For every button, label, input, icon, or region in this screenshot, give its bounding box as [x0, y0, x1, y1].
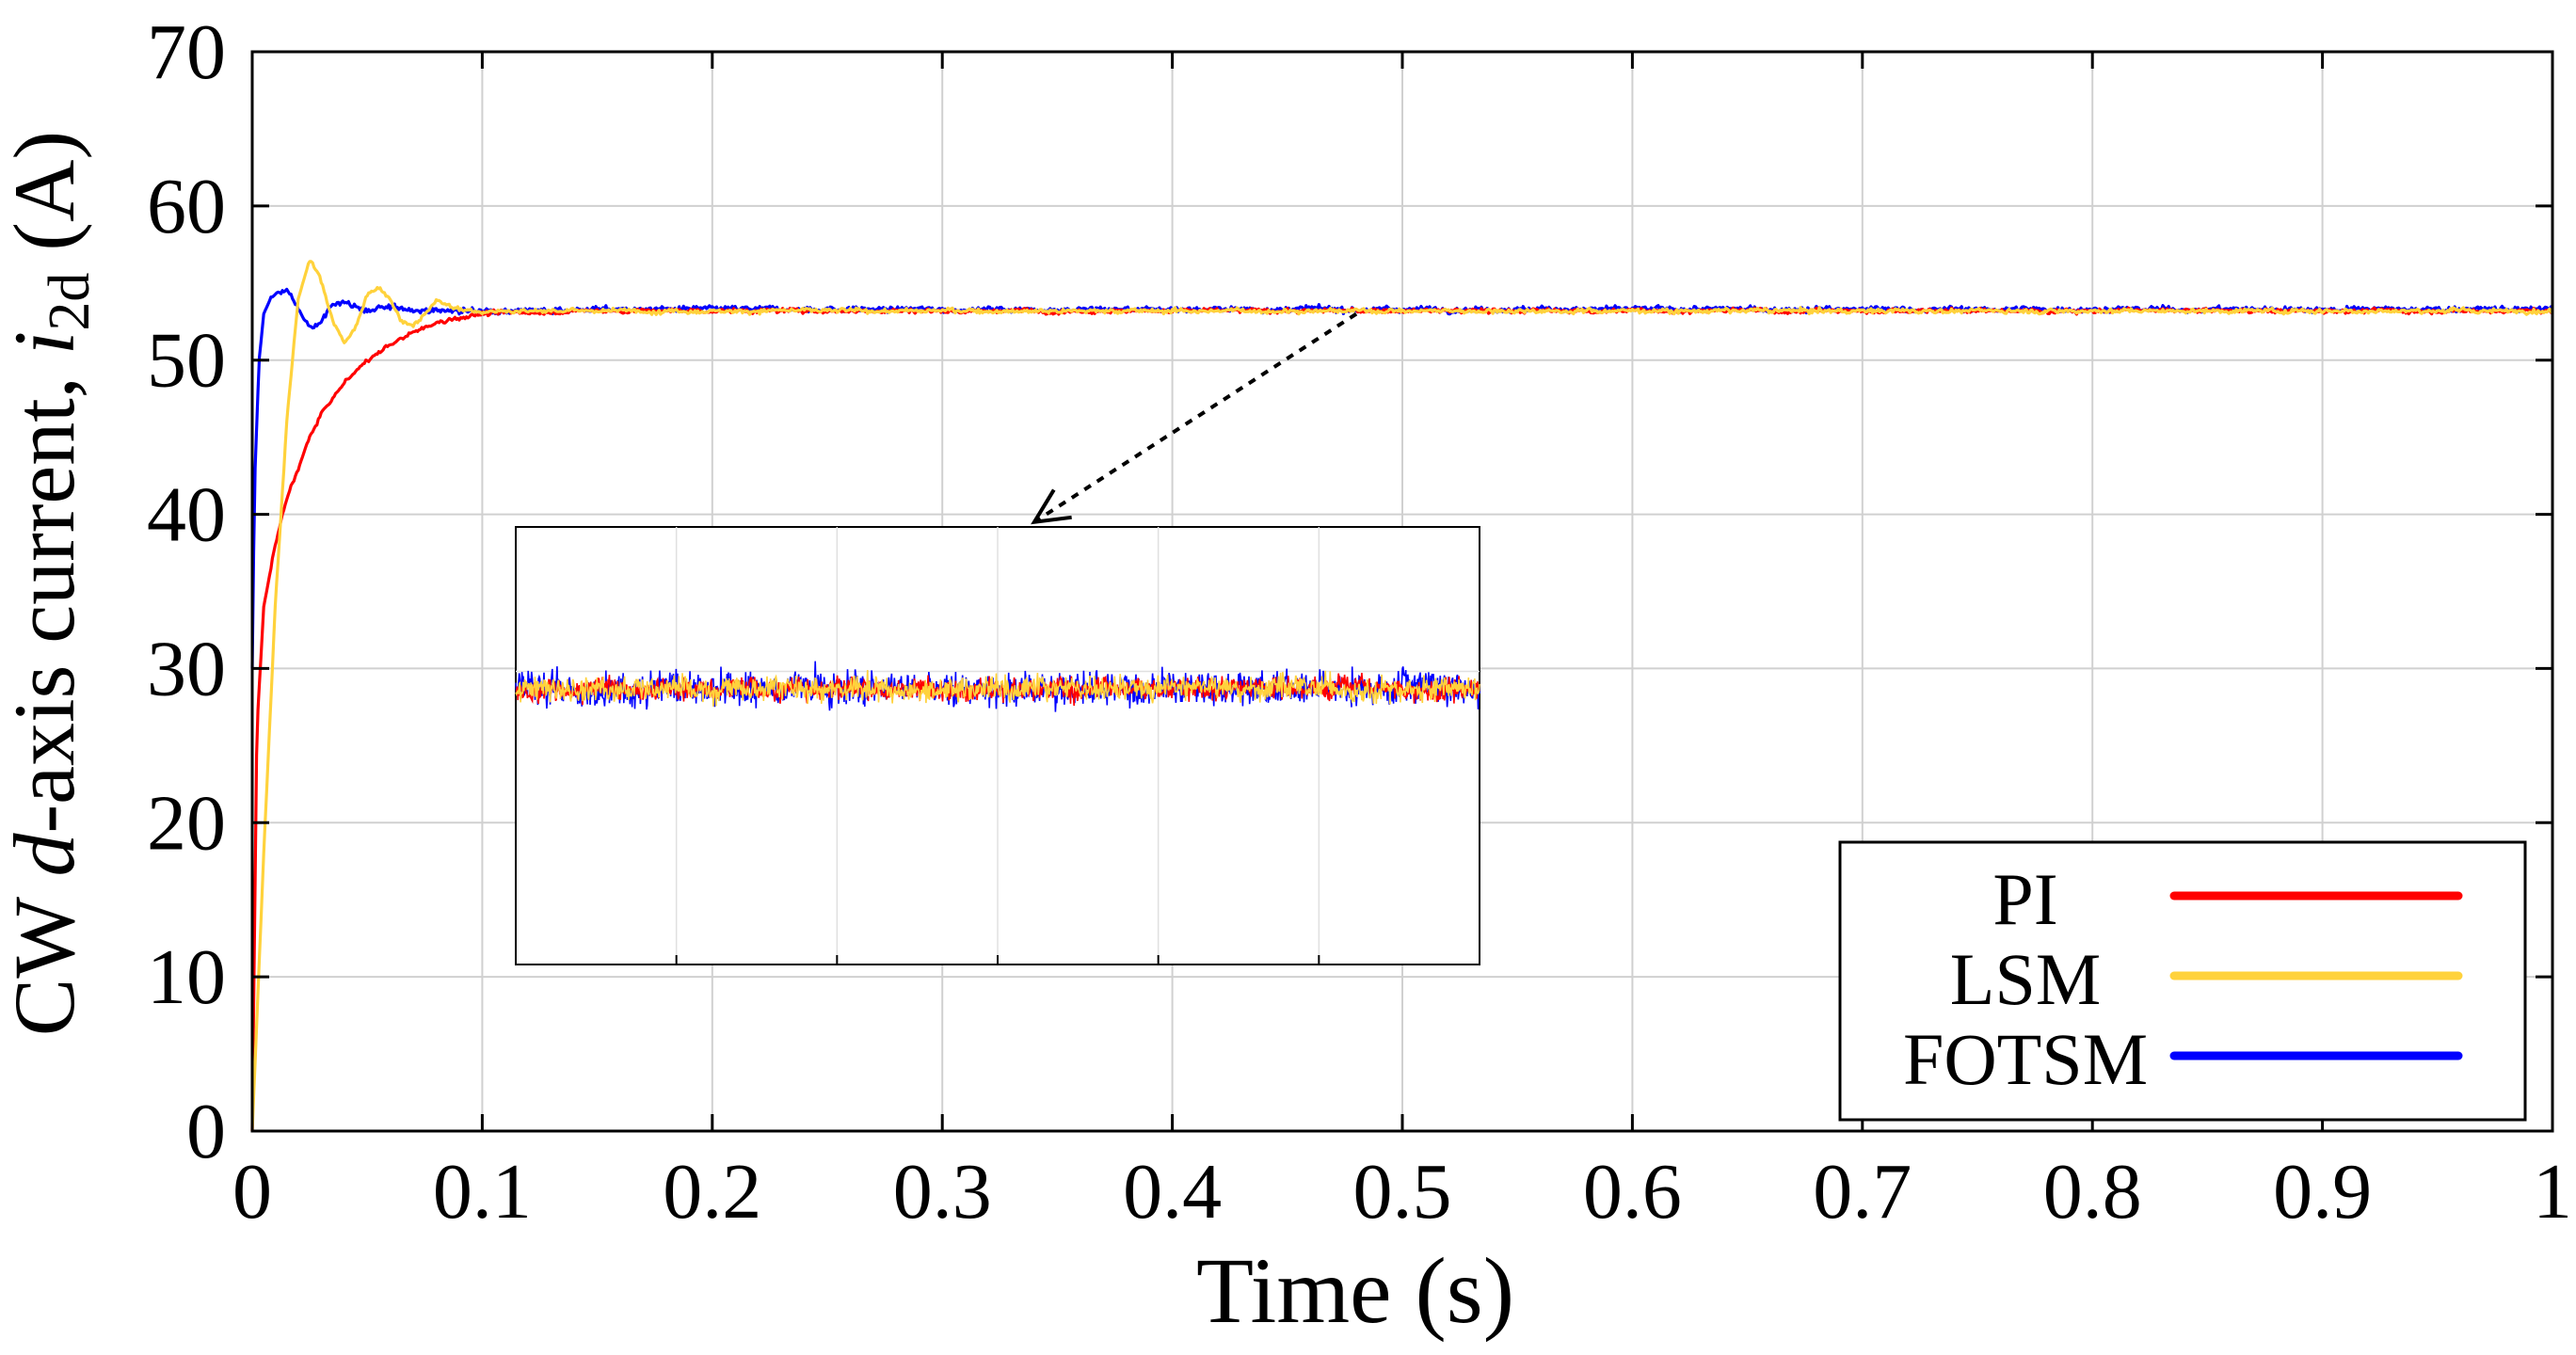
y-tick-label: 20: [147, 779, 226, 867]
x-tick-label: 0.6: [1583, 1148, 1682, 1235]
series-layer: [250, 260, 2554, 1132]
y-axis-label-symbol: i: [0, 331, 92, 356]
y-tick-label: 10: [147, 933, 226, 1021]
annotation-layer: [1031, 311, 1358, 525]
legend-label-lsm: LSM: [1950, 938, 2101, 1020]
y-tick-label: 40: [147, 471, 226, 559]
x-tick-label: 0: [232, 1148, 272, 1235]
x-tick-label: 0.2: [663, 1148, 761, 1235]
y-axis-label-subscript: 2d: [38, 273, 102, 331]
x-tick-label: 0.8: [2043, 1148, 2142, 1235]
x-tick-label: 0.9: [2273, 1148, 2372, 1235]
y-axis-label-italic: d: [0, 833, 92, 877]
x-tick-label: 0.1: [433, 1148, 532, 1235]
inset-plot: [515, 526, 1480, 965]
legend-box: [1838, 840, 2527, 1122]
x-axis-label: Time (s): [1196, 1238, 1514, 1343]
y-tick-label: 60: [147, 163, 226, 250]
series-line-lsm: [250, 260, 2554, 1132]
y-tick-label: 0: [186, 1088, 226, 1175]
y-axis-label-suffix: (A): [0, 131, 92, 273]
x-tick-label: 0.4: [1123, 1148, 1222, 1235]
y-tick-label: 50: [147, 317, 226, 405]
x-tick-label: 1: [2533, 1148, 2572, 1235]
inset-series-lsm: [515, 670, 1480, 707]
x-tick-label: 0.5: [1353, 1148, 1452, 1235]
y-axis-label-middle: -axis current,: [0, 355, 92, 833]
x-tick-label: 0.7: [1813, 1148, 1912, 1235]
legend-label-pi: PI: [1992, 858, 2057, 940]
x-tick-label: 0.3: [893, 1148, 992, 1235]
axis-ticks: 0 0.1 0.2 0.3 0.4 0.5 0.6 0.7 0.8 0.9 101020304050…: [147, 8, 2572, 1235]
legend-label-fotsm: FOTSM: [1903, 1018, 2148, 1100]
y-axis-label-prefix: CW: [0, 877, 92, 1037]
y-tick-label: 30: [147, 625, 226, 712]
zoom-arrow-line: [1032, 311, 1358, 524]
y-tick-label: 70: [147, 8, 226, 96]
zoom-arrow-head: [1031, 488, 1072, 525]
y-axis-label: CW d-axis current, i2d (A): [0, 131, 102, 1036]
